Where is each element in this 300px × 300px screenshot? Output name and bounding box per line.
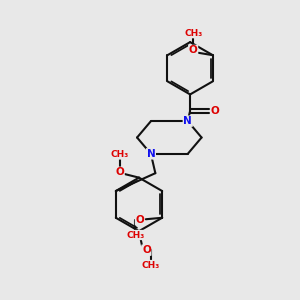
Text: O: O	[142, 245, 151, 255]
Text: CH₃: CH₃	[111, 150, 129, 159]
Text: CH₃: CH₃	[126, 230, 145, 239]
Text: O: O	[211, 106, 220, 116]
Text: O: O	[115, 167, 124, 177]
Text: N: N	[183, 116, 192, 126]
Text: CH₃: CH₃	[184, 29, 202, 38]
Text: CH₃: CH₃	[142, 260, 160, 269]
Text: N: N	[146, 149, 155, 159]
Text: O: O	[136, 215, 144, 225]
Text: O: O	[189, 45, 197, 56]
